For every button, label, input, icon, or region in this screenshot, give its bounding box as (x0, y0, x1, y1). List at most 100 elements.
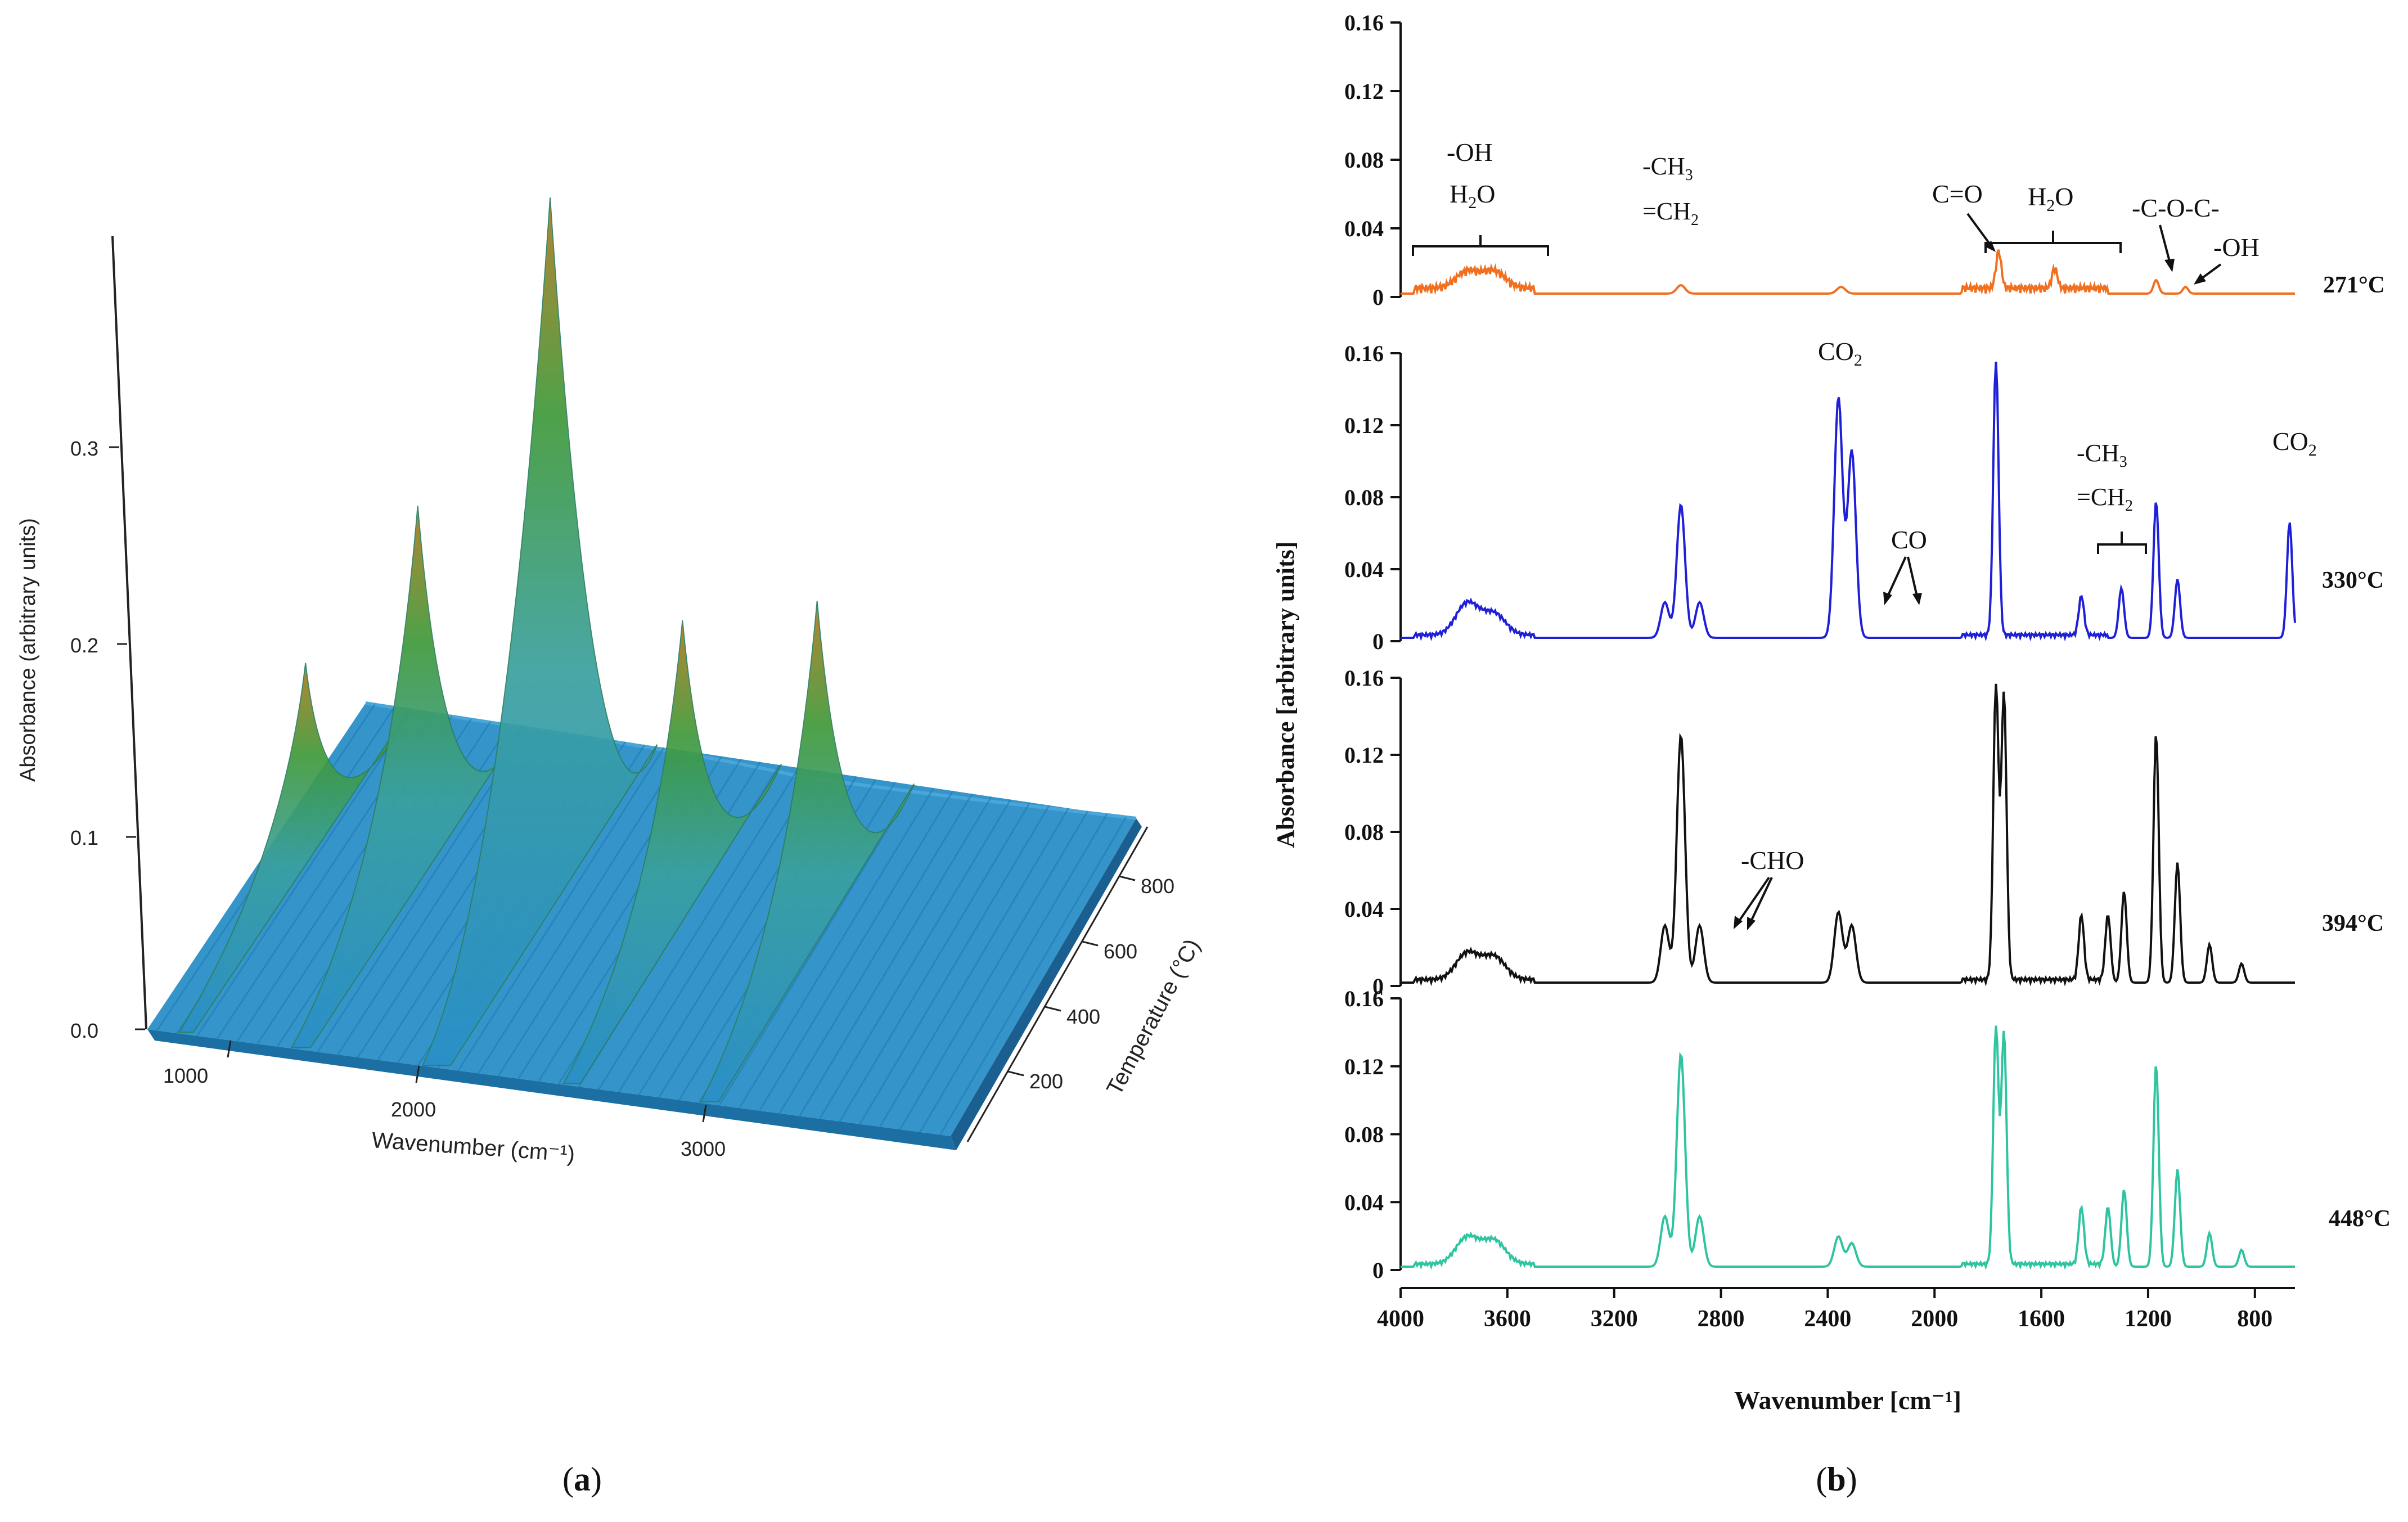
panel-a-streak (718, 785, 915, 1106)
panel-a-y-axis-label: Absorbance (arbitrary units) (16, 518, 40, 782)
panel-a-3d-surface: 0.0 0.1 0.2 0.3 Absorbance (arbitrary un… (16, 197, 1205, 1498)
panel-b-y-tick-label: 0.12 (1344, 79, 1384, 104)
annotation-ch2-b: =CH2 (2077, 483, 2133, 515)
panel-b-axes: 00.040.080.120.1600.040.080.120.1600.040… (1344, 10, 2295, 1332)
panel-a-x-ticks: 1000 2000 3000 (163, 1040, 726, 1160)
panel-b-x-tick-label: 2000 (1911, 1306, 1958, 1332)
panel-b-y-tick-label: 0.04 (1344, 216, 1384, 241)
panel-a-x-tick-mark (415, 1065, 420, 1083)
series-label-394: 394°C (2322, 911, 2384, 936)
panel-a-x-tick-label: 3000 (681, 1137, 726, 1160)
panel-b-y-tick-label: 0.04 (1344, 897, 1384, 922)
panel-a-x-tick-label: 1000 (163, 1064, 208, 1087)
annotation-oh-2: -OH (2213, 233, 2260, 262)
panel-a-surface-front-edge (147, 1029, 956, 1150)
panel-a-z-tick-label: 200 (1029, 1070, 1063, 1093)
panel-a-y-ticks: 0.0 0.1 0.2 0.3 (70, 437, 145, 1042)
panel-b-y-tick-label: 0.12 (1344, 413, 1384, 438)
panel-a-streak (618, 770, 819, 1093)
panel-a-z-tick-label: 800 (1141, 875, 1174, 898)
panel-a-caption: (a) (562, 1461, 602, 1498)
panel-a-peak (290, 506, 524, 1048)
panel-b-y-tick-label: 0 (1372, 1258, 1384, 1283)
panel-b-y-tick-label: 0 (1372, 629, 1384, 654)
series-line-271°C (1401, 249, 2295, 296)
panel-b-y-tick-label: 0.08 (1344, 147, 1384, 173)
series-label-330: 330°C (2322, 568, 2384, 593)
annotation-arrowhead (2164, 259, 2175, 272)
panel-b-y-tick-label: 0.16 (1344, 665, 1384, 691)
annotation-arrow (1887, 556, 1907, 597)
panel-a-x-tick-mark (227, 1040, 232, 1058)
annotation-coc: -C-O-C- (2132, 193, 2220, 222)
annotation-bracket-ch (2097, 532, 2147, 554)
panel-a-streak (818, 799, 1011, 1119)
panel-b-x-tick-label: 4000 (1377, 1306, 1424, 1332)
panel-b-y-tick-label: 0.12 (1344, 742, 1384, 768)
panel-a-streak (196, 709, 415, 1037)
panel-a-x-axis-label: Wavenumber (cm⁻¹) (371, 1128, 575, 1167)
annotation-co: C=O (1932, 179, 1983, 208)
panel-a-y-tick-label: 0.2 (70, 634, 98, 657)
annotation-bracket-h2o (1412, 235, 1549, 256)
annotation-arrow (1737, 876, 1770, 924)
panel-a-streak (879, 808, 1069, 1128)
panel-b-y-tick-label: 0.08 (1344, 1122, 1384, 1147)
panel-a-streak (899, 810, 1088, 1130)
annotation-ch2: =CH2 (1642, 197, 1699, 229)
panel-a-z-axis (966, 826, 1149, 1142)
panel-a-streak (939, 816, 1127, 1136)
panel-a-streak (739, 787, 934, 1109)
panel-a-peak (699, 601, 915, 1102)
panel-b-x-tick-label: 1600 (2018, 1306, 2065, 1332)
panel-b-x-axis-label: Wavenumber [cm⁻¹] (1734, 1386, 1961, 1415)
panel-b-y-axis-label: Absorbance [arbitrary units] (1272, 541, 1299, 848)
panel-b-x-tick-label: 2800 (1698, 1306, 1745, 1332)
panel-a-streak (478, 750, 684, 1074)
annotation-arrowhead (1747, 917, 1756, 930)
panel-a-peak (178, 663, 411, 1033)
panel-b-y-tick-label: 0.04 (1344, 557, 1384, 582)
annotation-h2o: H2O (1450, 179, 1495, 212)
panel-a-z-tick-mark (1082, 940, 1099, 947)
panel-a-streak (758, 790, 954, 1111)
annotation-arrowhead (1984, 241, 1996, 252)
annotation-arrowhead (1912, 593, 1922, 605)
annotation-arrowhead (1883, 592, 1892, 605)
panel-a-z-tick-mark (1045, 1006, 1061, 1012)
panel-a-streak (919, 813, 1108, 1133)
panel-b-y-tick-label: 0.04 (1344, 1190, 1384, 1215)
annotation-arrowhead (1734, 916, 1743, 929)
panel-a-y-tick-label: 0.0 (70, 1019, 98, 1042)
annotation-h2o-2: H2O (2028, 182, 2073, 215)
panel-a-back-ridge (365, 701, 1137, 820)
panel-b-x-tick-label: 3200 (1591, 1306, 1638, 1332)
panel-a-peak (562, 620, 782, 1084)
panel-b-caption: (b) (1816, 1461, 1857, 1498)
panel-a-y-tick-label: 0.3 (70, 437, 98, 460)
annotation-arrow (1749, 877, 1773, 923)
annotation-co-gas: CO (1891, 525, 1927, 554)
panel-b-series-lines (1401, 249, 2296, 1271)
panel-a-streak (799, 796, 992, 1117)
annotations-271: -OH H2O -CH3 =CH2 C=O H2O -C-O-C- -OH (1412, 138, 2260, 285)
panel-a-streak (859, 805, 1050, 1125)
panel-b-y-tick-label: 0.16 (1344, 986, 1384, 1011)
annotation-ch3: -CH3 (1642, 152, 1693, 184)
panel-b-y-tick-label: 0.16 (1344, 10, 1384, 35)
panel-b-x-tick-label: 3600 (1484, 1306, 1531, 1332)
panel-a-x-tick-mark (702, 1105, 707, 1123)
series-label-448: 448°C (2329, 1206, 2391, 1232)
annotation-arrow (1907, 556, 1918, 597)
panel-a-y-axis (111, 236, 147, 1030)
panel-a-peak (421, 197, 658, 1066)
panel-a-streak (839, 801, 1031, 1122)
annotation-arrow-coc (2159, 224, 2171, 264)
annotation-bracket-h2o-2 (1984, 231, 2122, 253)
panel-a-z-tick-label: 600 (1104, 940, 1137, 963)
series-label-271: 271°C (2323, 272, 2385, 298)
annotation-ch3-b: -CH3 (2077, 439, 2127, 471)
panel-b-x-tick-label: 2400 (1804, 1306, 1851, 1332)
panel-b-y-tick-label: 0.12 (1344, 1054, 1384, 1079)
